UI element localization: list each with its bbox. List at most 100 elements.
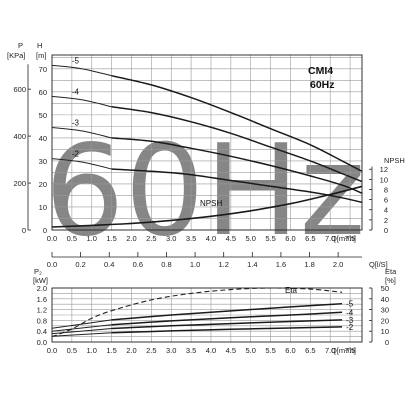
y-tick-label-h: 30 [39, 157, 47, 166]
head-curve [111, 168, 363, 204]
p2-axis-unit: [kW] [33, 276, 48, 285]
watermark-text: 60Hz [44, 117, 365, 264]
head-curve [111, 106, 363, 183]
y-tick-label-h: 60 [39, 88, 47, 97]
eta-axis-unit: [%] [385, 276, 396, 285]
power-curve [111, 319, 343, 330]
y-tick-label-eta: 40 [381, 295, 389, 304]
stage-label: -4 [72, 87, 80, 96]
x-tick-label: 0.5 [67, 346, 77, 355]
x-tick-label: 7.5 [345, 234, 355, 243]
x2-tick-label: 2.0 [333, 260, 343, 269]
x2-tick-label: 0.4 [104, 260, 114, 269]
y-tick-label-p2: 0.4 [37, 327, 47, 336]
x-tick-label: 3.5 [186, 346, 196, 355]
head-curve [111, 74, 363, 172]
x-tick-label: 5.5 [265, 346, 275, 355]
stage-label: -3 [346, 316, 354, 325]
x-tick-label: 1.0 [87, 234, 97, 243]
y-tick-label-h: 70 [39, 65, 47, 74]
h-axis-label: H [37, 41, 42, 50]
stage-label: -5 [72, 56, 80, 65]
x2-tick-label: 1.4 [247, 260, 257, 269]
y-tick-label-eta: 10 [381, 327, 389, 336]
x2-tick-label: 0.8 [161, 260, 171, 269]
x-axis-unit: Q[m³/h] [331, 346, 356, 355]
x-tick-label: 4.0 [206, 346, 216, 355]
x-tick-label: 7.0 [325, 234, 335, 243]
y-tick-label-eta: 20 [381, 316, 389, 325]
x-tick-label: 1.5 [106, 346, 116, 355]
x-tick-label: 3.5 [186, 234, 196, 243]
y-tick-label-eta: 50 [381, 284, 389, 293]
head-curve [111, 137, 363, 194]
watermark-layer: 60Hz [44, 117, 365, 264]
stage-label: -5 [346, 300, 354, 309]
y-tick-label-h: 20 [39, 180, 47, 189]
x-tick-label: 2.5 [146, 234, 156, 243]
x-tick-label: 3.0 [166, 346, 176, 355]
npsh-axis-label: NPSH [384, 156, 405, 165]
eta-curve-label: Eta [285, 286, 298, 295]
x2-tick-label: 1.0 [190, 260, 200, 269]
x-tick-label: 0.0 [47, 346, 57, 355]
y-tick-label-npsh: 6 [384, 196, 388, 205]
stage-label: -3 [72, 119, 80, 128]
power-curve-extension [51, 324, 112, 332]
x-tick-label: 7.0 [325, 346, 335, 355]
y-tick-label-h: 50 [39, 111, 47, 120]
h-axis-unit: [m] [36, 51, 46, 60]
stage-label: -4 [346, 308, 354, 317]
head-curve-extension [51, 95, 112, 108]
x-tick-label: 4.5 [226, 234, 236, 243]
power-curve [111, 311, 343, 326]
x-tick-label: 4.5 [226, 346, 236, 355]
x-tick-label: 1.5 [106, 234, 116, 243]
power-chart: 0.00.40.81.21.62.0P₂[kW]01020304050Eta[%… [33, 267, 397, 355]
chart-title: CMI4 [308, 65, 333, 77]
y-tick-label-p2: 1.6 [37, 295, 47, 304]
x-tick-label: 6.0 [285, 234, 295, 243]
y-tick-label-npsh: 10 [380, 175, 388, 184]
y-tick-label-eta: 30 [381, 306, 389, 315]
chart-subtitle: 60Hz [310, 79, 335, 91]
p2-axis-label: P₂ [34, 267, 42, 276]
p-axis-unit: [KPa] [7, 51, 25, 60]
y-tick-label-npsh: 2 [384, 216, 388, 225]
y-tick-label-eta: 0 [385, 338, 389, 347]
npsh-curve-label: NPSH [200, 199, 222, 208]
y-tick-label-h: 40 [39, 134, 47, 143]
head-chart: 0102030405060700200400600P[KPa]H[m]02468… [7, 41, 405, 269]
eta-axis-label: Eta [385, 267, 397, 276]
power-curve-extension [51, 332, 112, 337]
x-axis-unit: Q[m³/h] [331, 234, 356, 243]
y-tick-label-p: 200 [13, 179, 26, 188]
x2-tick-label: 1.2 [218, 260, 228, 269]
y-tick-label-npsh: 0 [384, 226, 388, 235]
y-tick-label-npsh: 12 [380, 165, 388, 174]
p-axis-label: P [18, 41, 23, 50]
x-tick-label: 3.0 [166, 234, 176, 243]
x-tick-label: 2.0 [126, 346, 136, 355]
x-tick-label: 4.0 [206, 234, 216, 243]
x-tick-label: 2.5 [146, 346, 156, 355]
plot-frame-bottom [51, 287, 363, 343]
y-tick-label-p2: 2.0 [37, 284, 47, 293]
y-tick-label-p2: 1.2 [37, 306, 47, 315]
power-curve [111, 302, 343, 321]
head-curve-extension [51, 127, 112, 139]
x-tick-label: 0.5 [67, 234, 77, 243]
head-curve-extension [51, 64, 112, 77]
power-curve-extension [51, 328, 112, 335]
x2-tick-label: 1.6 [276, 260, 286, 269]
stage-label: -2 [72, 150, 80, 159]
x-tick-label: 5.0 [245, 346, 255, 355]
x2-tick-label: 1.8 [304, 260, 314, 269]
y-tick-label-p2: 0.8 [37, 316, 47, 325]
y-tick-label-h: 10 [39, 203, 47, 212]
plot-frame-top [51, 54, 363, 231]
x2-axis-unit: Q[l/S] [369, 260, 388, 269]
x2-tick-label: 0.0 [47, 260, 57, 269]
